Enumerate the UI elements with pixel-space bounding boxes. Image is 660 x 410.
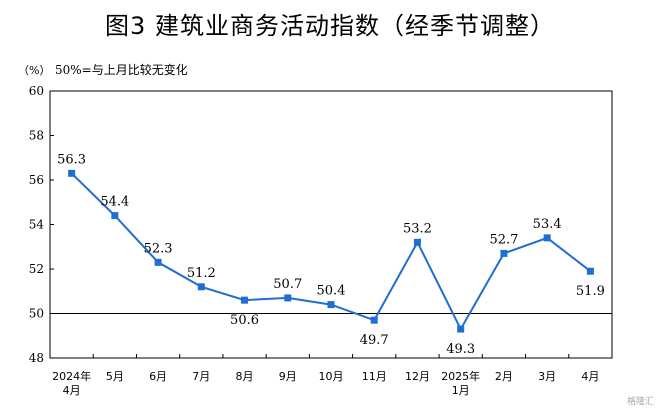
x-tick-label: 4月: [581, 370, 599, 383]
data-label: 52.7: [489, 232, 518, 247]
chart-series: [68, 169, 594, 333]
data-point-marker: [457, 325, 465, 333]
y-tick-label: 56: [29, 173, 44, 187]
y-tick-label: 48: [29, 351, 44, 365]
x-tick-label: 2月: [495, 370, 513, 383]
data-label: 52.3: [144, 241, 173, 256]
y-tick-label: 58: [29, 129, 44, 143]
data-point-marker: [284, 294, 292, 302]
data-label: 53.4: [533, 217, 562, 232]
x-tick-label: 2024年: [52, 369, 91, 383]
x-tick-label: 11月: [362, 370, 387, 383]
x-tick-label: 2025年: [441, 369, 480, 383]
data-label: 50.7: [273, 277, 302, 292]
x-tick-label: 1月: [452, 384, 470, 397]
y-tick-label: 60: [29, 84, 44, 98]
data-point-marker: [327, 301, 335, 309]
data-point-marker: [370, 316, 378, 324]
chart-note: 50%=与上月比较无变化: [55, 63, 188, 77]
x-tick-label: 3月: [538, 370, 556, 383]
data-point-marker: [543, 234, 551, 242]
data-label: 51.9: [576, 284, 605, 299]
data-label: 54.4: [100, 195, 129, 210]
data-label: 51.2: [187, 266, 216, 281]
data-label: 49.7: [360, 333, 389, 348]
data-point-marker: [241, 296, 249, 304]
x-tick-label: 12月: [405, 370, 430, 383]
data-label: 50.6: [230, 313, 259, 328]
y-tick-label: 50: [29, 307, 44, 321]
y-tick-label: 52: [29, 262, 44, 276]
data-label: 53.2: [403, 221, 432, 236]
data-point-marker: [586, 267, 594, 275]
chart-data-labels: 56.3 54.4 52.3 51.2 50.6 50.7 50.4 49.7 53.2 49.3…: [57, 152, 605, 357]
data-point-marker: [68, 169, 76, 177]
data-point-marker: [197, 283, 205, 291]
data-point-marker: [111, 212, 119, 220]
data-point-marker: [413, 238, 421, 246]
plot-frame: [49, 90, 613, 359]
x-tick-label: 4月: [63, 384, 81, 397]
x-tick-label: 7月: [192, 370, 210, 383]
chart-title: 图3 建筑业商务活动指数（经季节调整）: [105, 12, 555, 40]
y-axis-unit-label: （%）: [18, 64, 51, 77]
x-tick-label: 5月: [106, 370, 124, 383]
x-tick-label: 6月: [149, 370, 167, 383]
x-tick-label: 8月: [236, 370, 254, 383]
data-label: 50.4: [317, 284, 346, 299]
y-tick-label: 54: [29, 218, 45, 232]
x-tick-label: 9月: [279, 370, 297, 383]
watermark-text: 格隆汇: [626, 397, 654, 407]
data-point-marker: [154, 258, 162, 266]
data-label: 56.3: [57, 152, 86, 167]
data-label: 49.3: [446, 342, 475, 357]
data-point-marker: [500, 249, 508, 257]
x-tick-label: 10月: [319, 370, 344, 383]
